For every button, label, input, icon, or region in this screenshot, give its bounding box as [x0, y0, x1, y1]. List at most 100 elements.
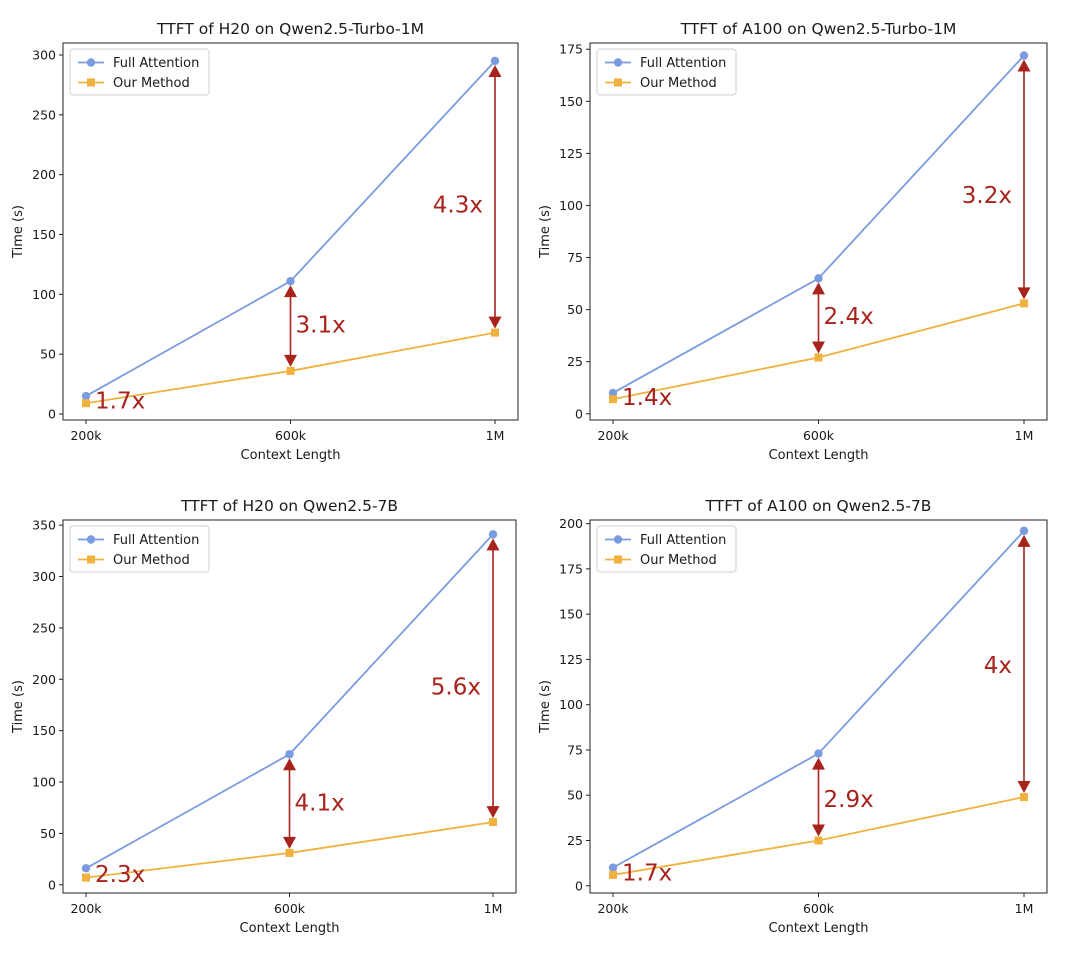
y-tick-label: 125	[559, 146, 583, 161]
y-tick-label: 100	[559, 697, 583, 712]
y-tick-label: 150	[559, 607, 583, 622]
y-tick-label: 25	[567, 833, 583, 848]
legend-label: Our Method	[113, 76, 190, 91]
data-point-our-method	[814, 836, 823, 845]
chart-panel-2: TTFT of A100 on Qwen2.5-Turbo-1M 0 25 50 75 1…	[538, 20, 1048, 463]
y-tick-label: 350	[32, 518, 56, 533]
y-tick-label: 25	[567, 354, 583, 369]
legend-marker-square	[614, 78, 622, 87]
data-point-our-method	[1020, 299, 1028, 308]
speedup-label: 5.6x	[431, 674, 481, 700]
data-point-full-attention	[814, 274, 823, 283]
x-tick-label: 600k	[274, 901, 306, 916]
y-tick-label: 0	[575, 406, 583, 421]
data-point-our-method	[285, 848, 294, 857]
speedup-arrowhead-down	[283, 836, 296, 849]
speedup-arrowhead-up	[812, 282, 825, 295]
legend-label: Our Method	[640, 76, 717, 91]
y-tick-label: 200	[32, 167, 56, 182]
legend-label: Full Attention	[113, 56, 199, 71]
y-tick-label: 75	[567, 742, 583, 757]
y-tick-label: 175	[559, 42, 583, 57]
data-point-full-attention	[1019, 51, 1029, 60]
x-tick-label: 1M	[1015, 428, 1034, 443]
legend-box	[69, 48, 210, 96]
y-tick-label: 100	[32, 287, 56, 302]
data-point-full-attention	[814, 749, 823, 758]
y-tick-label: 0	[575, 878, 583, 893]
speedup-label: 4.3x	[433, 193, 483, 219]
y-tick-label: 150	[32, 227, 56, 242]
y-tick-label: 0	[48, 407, 56, 422]
data-point-our-method	[489, 818, 497, 827]
legend: Full Attention Our Method	[69, 48, 210, 96]
speedup-arrowhead-up	[812, 757, 825, 770]
data-point-full-attention	[285, 750, 294, 759]
y-tick-label: 250	[32, 620, 56, 635]
data-point-full-attention	[286, 276, 295, 286]
data-point-full-attention	[1019, 526, 1029, 536]
speedup-arrowhead-down	[488, 316, 502, 329]
y-tick-label: 100	[559, 198, 583, 213]
y-axis-label: Time (s)	[11, 680, 26, 734]
y-tick-label: 200	[559, 516, 583, 531]
speedup-arrowhead-down	[812, 341, 825, 354]
speedup-label: 3.1x	[296, 312, 346, 338]
speedup-arrowhead-up	[1017, 59, 1031, 72]
legend-marker-circle	[86, 535, 96, 544]
legend-marker-circle	[86, 58, 96, 67]
chart-title: TTFT of A100 on Qwen2.5-Turbo-1M	[680, 20, 957, 38]
x-tick-label: 200k	[597, 428, 629, 443]
speedup-label: 4x	[984, 653, 1012, 679]
legend-marker-square	[614, 555, 622, 564]
speedup-arrowhead-down	[1017, 781, 1031, 794]
y-tick-label: 300	[32, 47, 56, 62]
chart-panel-4: TTFT of A100 on Qwen2.5-7B 0 25 50 75 100 125 1…	[538, 497, 1048, 936]
data-point-our-method	[609, 870, 617, 879]
x-axis-label: Context Length	[769, 448, 869, 463]
legend-box	[596, 525, 737, 573]
legend-marker-circle	[613, 535, 623, 544]
legend: Full Attention Our Method	[596, 48, 737, 96]
legend: Full Attention Our Method	[596, 525, 737, 573]
speedup-arrowhead-up	[488, 64, 502, 77]
legend-box	[596, 48, 737, 96]
data-point-full-attention	[608, 863, 618, 872]
data-point-full-attention	[488, 530, 498, 539]
legend-box	[69, 525, 210, 573]
y-tick-label: 125	[559, 652, 583, 667]
y-axis-label: Time (s)	[11, 205, 26, 259]
y-tick-label: 200	[32, 672, 56, 687]
x-tick-label: 1M	[1015, 901, 1034, 916]
chart-panel-1: TTFT of H20 on Qwen2.5-Turbo-1M 0 50 100 150…	[11, 20, 519, 463]
y-tick-label: 75	[567, 250, 583, 265]
y-tick-label: 150	[559, 94, 583, 109]
y-tick-label: 0	[48, 877, 56, 892]
speedup-arrowhead-down	[1017, 287, 1031, 300]
chart-panel-3: TTFT of H20 on Qwen2.5-7B 0 50 100 150 200 250…	[11, 497, 517, 936]
speedup-label: 2.9x	[824, 787, 874, 813]
x-tick-label: 200k	[597, 901, 629, 916]
x-axis-label: Context Length	[241, 448, 341, 463]
speedup-arrowhead-up	[283, 758, 296, 771]
y-tick-label: 50	[40, 826, 56, 841]
speedup-arrowhead-up	[1017, 534, 1031, 547]
x-tick-label: 200k	[70, 428, 102, 443]
y-axis-label: Time (s)	[538, 205, 553, 259]
x-tick-label: 1M	[486, 428, 505, 443]
chart-title: TTFT of A100 on Qwen2.5-7B	[705, 497, 932, 515]
speedup-arrowhead-down	[284, 354, 297, 367]
data-point-our-method	[286, 366, 295, 375]
data-point-full-attention	[490, 56, 500, 66]
x-tick-label: 1M	[484, 901, 503, 916]
data-point-full-attention	[608, 388, 618, 398]
speedup-arrowhead-down	[486, 806, 500, 819]
y-tick-label: 50	[40, 347, 56, 362]
legend-label: Our Method	[640, 553, 717, 568]
speedup-label: 1.7x	[622, 860, 672, 886]
x-tick-label: 600k	[803, 901, 835, 916]
y-tick-label: 250	[32, 107, 56, 122]
data-point-our-method	[82, 399, 90, 408]
legend-label: Our Method	[113, 553, 190, 568]
x-axis-label: Context Length	[769, 921, 869, 936]
